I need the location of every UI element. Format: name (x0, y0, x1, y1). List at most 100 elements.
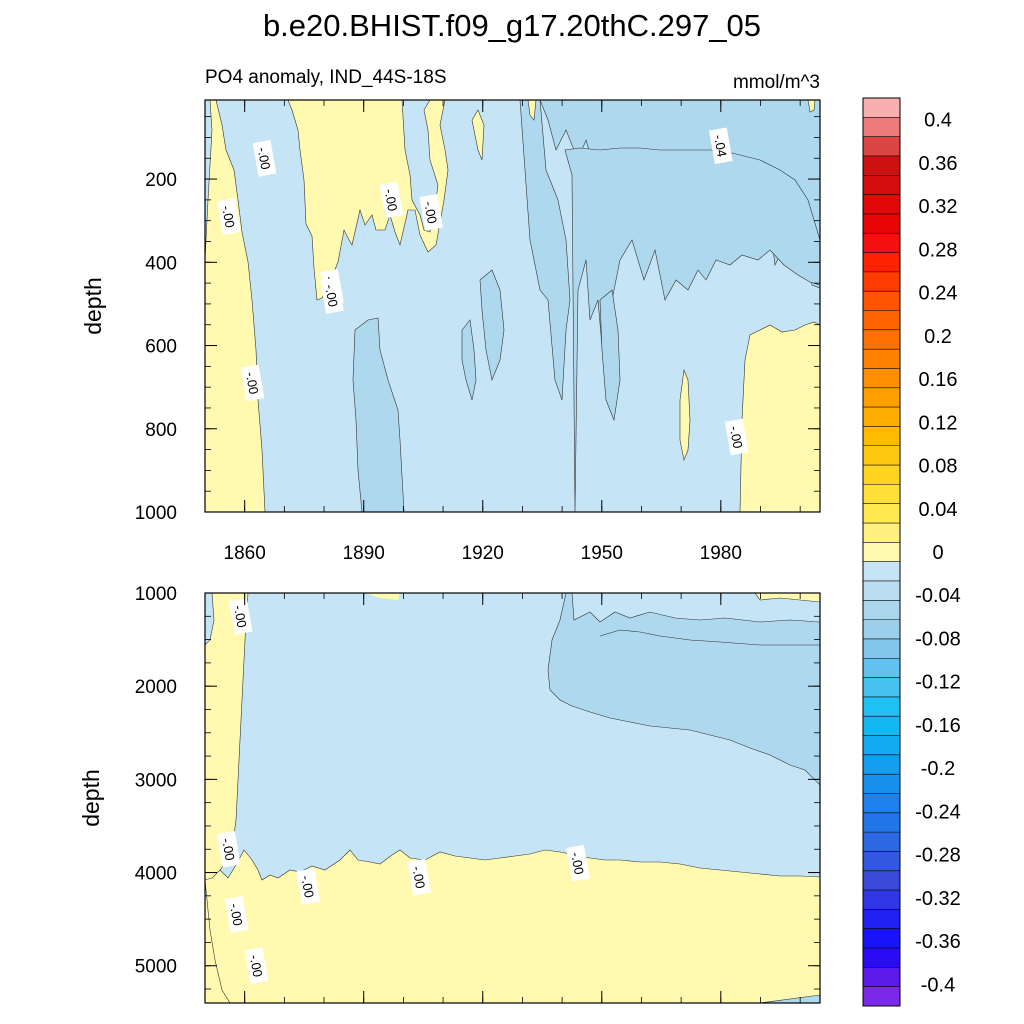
y-tick-label: 600 (145, 337, 177, 358)
colorbar-label: -0.32 (915, 888, 961, 910)
upper-negative-patch-6 (479, 269, 505, 382)
upper-contour-labels: -.00-.00-.00-.00-.00-.00-.00-.04-.00 (216, 127, 749, 456)
lower-negative-sliver (205, 593, 215, 646)
colorbar-swatch (863, 793, 900, 814)
contour-label-text: -.00 (727, 425, 746, 450)
lower-contour-labels: -.00 -.00 -.00 -.00 -.00 -.00 -.00 (216, 597, 590, 985)
upper-field (205, 100, 820, 512)
lower-positive-region-top-2 (365, 593, 400, 600)
lower-contour-line-2 (205, 879, 231, 1003)
colorbar-swatch (863, 175, 900, 196)
lower-ticks: 1000 2000 3000 4000 5000 (135, 584, 820, 1003)
colorbar-label: 0.04 (919, 499, 958, 521)
y-tick-label: 3000 (135, 770, 177, 791)
colorbar-label: -0.12 (915, 672, 961, 694)
contour-label-text: -.00 (227, 902, 246, 927)
contour-label-bg (419, 194, 443, 231)
colorbar-swatch (863, 561, 900, 582)
colorbar-swatch (863, 213, 900, 234)
contour-label-text: -.00 (409, 865, 428, 890)
colorbar-swatch (863, 291, 900, 312)
contour-label-text: -.00 (219, 204, 238, 229)
colorbar-swatch (863, 465, 900, 485)
upper-positive-region-right (739, 321, 820, 512)
colorbar-label: 0 (932, 542, 943, 564)
contour-label-text: -.00 (421, 200, 440, 225)
colorbar-label: -0.16 (915, 715, 961, 737)
colorbar-swatch (863, 658, 900, 679)
colorbar-label: -0.08 (915, 628, 961, 650)
contour-label: -.00 (216, 830, 241, 868)
upper-y-axis-label: depth (80, 277, 106, 335)
colorbar-swatch (863, 851, 900, 872)
contour-label-text: -.00 (298, 874, 317, 899)
colorbar-swatch (863, 233, 900, 254)
lower-panel: -.00 -.00 -.00 -.00 -.00 -.00 -.00 1000 2000 300… (135, 584, 821, 1004)
upper-negative-patch-3 (500, 100, 571, 401)
contour-label: -.00 (419, 194, 443, 231)
x-tick-label: 1950 (581, 543, 623, 564)
y-tick-label: 5000 (135, 957, 177, 978)
contour-label: -.00 (224, 896, 249, 933)
colorbar-swatch (863, 117, 900, 138)
contour-label-bg (216, 830, 241, 868)
contour-label: -.00 (407, 858, 432, 896)
contour-label-bg (407, 858, 432, 896)
colorbar-swatch (863, 735, 900, 756)
colorbar-swatch (863, 484, 900, 505)
colorbar-label: -0.36 (915, 931, 961, 953)
lower-frame (204, 592, 821, 1004)
y-tick-label: 200 (145, 170, 177, 191)
contour-label-bg (252, 139, 277, 177)
contour-label-bg (224, 896, 249, 933)
colorbar-swatch (863, 523, 900, 543)
colorbar-swatch (863, 619, 900, 640)
contour-label-bg (708, 127, 733, 165)
lower-contour-line (599, 629, 820, 646)
lower-positive-region-small (620, 998, 740, 1003)
contour-label-text: -.00 (231, 604, 250, 629)
upper-positive-region-small-3 (527, 100, 537, 121)
colorbar-label: 0.12 (919, 412, 958, 434)
lower-field (205, 593, 820, 1003)
y-tick-label: 4000 (135, 864, 177, 885)
contour-label: -.00 (296, 868, 320, 905)
upper-negative-sliver (205, 100, 213, 261)
colorbar-swatch (863, 252, 900, 273)
colorbar-label: 0.4 (924, 110, 952, 132)
contour-label: -.00 (252, 139, 277, 177)
colorbar-swatch (863, 445, 900, 466)
contour-label: -.00 (724, 418, 749, 456)
contour-label-text: -.00 (322, 283, 341, 308)
colorbar-swatch (863, 812, 900, 833)
contour-label-bg (240, 364, 265, 402)
colorbar-label: 0.28 (919, 239, 958, 261)
left-subtitle: PO4 anomaly, IND_44S-18S (205, 67, 447, 88)
x-tick-label: 1980 (700, 543, 742, 564)
colorbar-swatch (863, 638, 900, 659)
colorbar-swatch (863, 696, 900, 717)
x-tick-label: 1890 (343, 543, 385, 564)
colorbar-swatch (863, 909, 900, 930)
contour-label-bg (244, 947, 269, 985)
upper-negative-patch-7 (599, 289, 621, 422)
contour-label-bg (566, 844, 590, 882)
colorbar-label: -0.04 (915, 585, 961, 607)
colorbar-swatch (863, 677, 900, 698)
upper-frame (204, 99, 821, 513)
contour-label-text: -.00 (568, 851, 587, 876)
contour-label-text: -.00 (382, 188, 401, 213)
colorbar-label: 0.36 (919, 153, 958, 175)
colorbar-label: -0.4 (921, 974, 955, 996)
colorbar-label: -0.2 (921, 758, 955, 780)
contour-label-text: -.00 (247, 953, 266, 978)
colorbar-swatch (863, 870, 900, 891)
contour-label-bg (379, 181, 404, 219)
chart-title: b.e20.BHIST.f09_g17.20thC.297_05 (263, 8, 761, 43)
colorbar-swatch (863, 928, 900, 949)
colorbar-swatch (863, 542, 900, 563)
colorbar-swatch (863, 98, 900, 118)
colorbar: 0.4 0.36 0.32 0.28 0.24 0.2 0.16 0.12 0.08 0.04 0 -… (862, 97, 961, 1007)
upper-negative-patch-4 (352, 317, 405, 512)
